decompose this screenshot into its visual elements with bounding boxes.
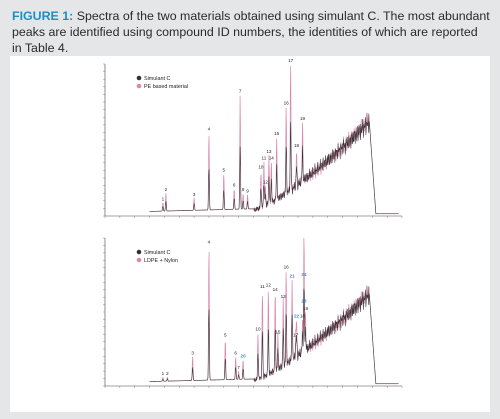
peak-label: 14 [269,155,275,160]
peak-label: 13 [281,294,287,299]
legend-label-material: LDPE + Nylon [144,258,178,264]
peak-label: 22 [294,313,300,318]
legend-label-simulant: Simulant C [144,76,170,82]
peak-label: 4 [208,126,211,131]
legend-label-simulant: Simulant C [144,250,170,256]
peak-label: 10 [255,327,261,332]
peak-label: 2 [165,187,168,192]
peak-label: 11 [260,284,265,289]
peak-label: 5 [223,167,226,172]
peak-label: 18 [294,143,300,148]
peak-label: 20 [241,353,247,358]
peak-label: 17 [288,58,294,63]
caption-text: Spectra of the two materials obtained us… [12,9,490,55]
peak-label: 18 [300,313,306,318]
peak-label: 1 [162,371,165,376]
peak-label: 2 [166,371,169,376]
peak-label: 8 [242,187,245,192]
peak-label: 17 [293,333,299,338]
peak-label: 24 [301,272,307,277]
legend-marker-material [136,83,142,89]
peak-label: 4 [208,239,211,244]
peak-label: 19 [303,306,309,311]
peak-label: 6 [233,183,236,188]
peak-label: 15 [274,131,280,136]
peak-label: 7 [237,365,240,370]
peak-label: 15 [275,330,281,335]
series-line-material [149,237,399,385]
peak-label: 7 [239,88,242,93]
peak-label: 3 [193,192,196,197]
peak-label: 23 [301,299,307,304]
figure-label: FIGURE 1: [12,9,74,23]
legend-label-material: PE based material [144,84,188,90]
peak-label: 19 [300,116,306,121]
legend-marker-material [136,257,142,263]
peak-label: 13 [266,149,272,154]
peak-label: 10 [258,164,264,169]
peak-label: 14 [273,287,279,292]
peak-label: 16 [284,265,290,270]
legend-marker-simulant [136,249,142,255]
peak-label: 9 [246,189,249,194]
peak-label: 6 [234,350,237,355]
series-line-simulant [149,113,399,214]
peak-label: 3 [191,350,194,355]
peak-label: 12 [266,282,272,287]
peak-label: 12 [263,180,269,185]
peak-label: 1 [162,196,165,201]
peak-label: 16 [284,101,290,106]
peak-label: 5 [224,333,227,338]
figure-caption: FIGURE 1: Spectra of the two materials o… [12,8,490,56]
peak-label: 21 [290,273,296,278]
series-line-simulant [149,285,399,385]
peak-label: 11 [262,155,267,160]
legend-marker-simulant [136,75,142,81]
